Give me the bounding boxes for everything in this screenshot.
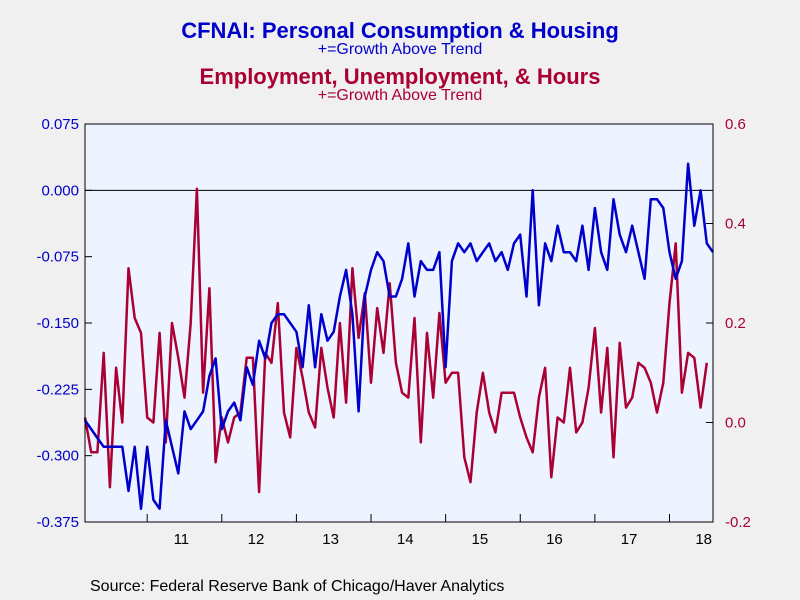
y-right-tick-label: 0.4 <box>725 216 746 233</box>
y-left-tick-label: 0.000 <box>41 182 79 199</box>
chart-title-2: Employment, Unemployment, & Hours <box>199 64 601 89</box>
chart-subtitle-2: +=Growth Above Trend <box>317 87 483 104</box>
y-left-tick-label: -0.375 <box>36 514 79 531</box>
y-left-tick-label: -0.300 <box>36 448 79 465</box>
y-left-tick-label: -0.225 <box>36 381 79 398</box>
chart-title-1: CFNAI: Personal Consumption & Housing <box>181 18 619 43</box>
x-tick-label: 15 <box>471 531 488 548</box>
y-left-tick-label: -0.150 <box>36 315 79 332</box>
y-left-tick-label: 0.075 <box>41 116 79 133</box>
x-tick-label: 11 <box>174 531 190 548</box>
plot-frame <box>84 123 714 523</box>
y-right-tick-label: -0.2 <box>725 514 751 531</box>
y-right-tick-label: 0.0 <box>725 415 746 432</box>
y-left-tick-label: -0.075 <box>36 249 79 266</box>
x-tick-label: 14 <box>397 531 414 548</box>
x-tick-label: 18 <box>695 531 712 548</box>
source-note: Source: Federal Reserve Bank of Chicago/… <box>90 578 505 595</box>
series-line-employment <box>83 187 709 494</box>
y-right-tick-label: 0.2 <box>725 315 746 332</box>
x-tick-label: 13 <box>322 531 339 548</box>
chart-subtitle-1: +=Growth Above Trend <box>317 41 483 58</box>
x-tick-label: 17 <box>621 531 638 548</box>
series-line-consumption-housing <box>83 162 715 510</box>
y-right-tick-label: 0.6 <box>725 116 746 133</box>
x-tick-label: 12 <box>248 531 265 548</box>
x-tick-label: 16 <box>546 531 563 548</box>
